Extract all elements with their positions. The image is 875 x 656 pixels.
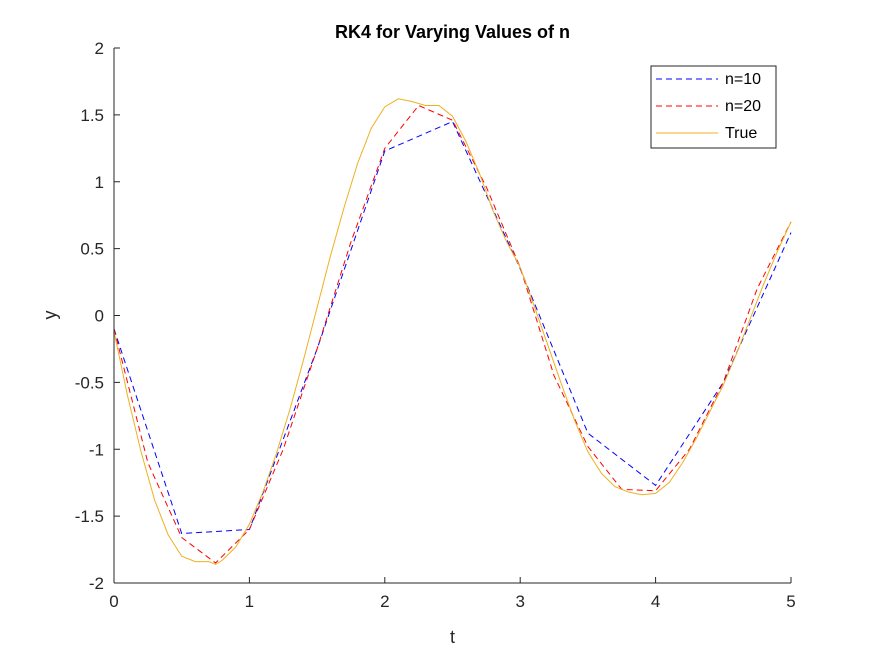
- x-axis-label: t: [450, 627, 455, 647]
- legend-box: [650, 65, 777, 149]
- chart-title: RK4 for Varying Values of n: [335, 22, 570, 42]
- x-tick-label: 2: [380, 592, 389, 611]
- x-tick-label: 4: [651, 592, 660, 611]
- x-tick-label: 1: [245, 592, 254, 611]
- legend-label-1: n=10: [725, 71, 761, 88]
- y-tick-label: -1: [89, 440, 104, 459]
- y-tick-label: 2: [95, 39, 104, 58]
- legend: n=10 n=20 True: [650, 65, 777, 149]
- series-layer: [113, 98, 792, 565]
- y-tick-label: -0.5: [75, 373, 104, 392]
- y-tick-label: -1.5: [75, 507, 104, 526]
- series-line-2: [113, 104, 792, 564]
- series-line-3: [113, 98, 792, 565]
- x-tick-label: 0: [109, 592, 118, 611]
- y-tick-label: 0.5: [80, 240, 104, 259]
- axes-layer: 0 1 2 3 4 5 2 1.5 1 0.5 0 -0.5 -1 -1.5 -2: [75, 39, 796, 611]
- series-line-1: [113, 120, 792, 535]
- y-tick-label: 0: [95, 307, 104, 326]
- legend-items: n=10 n=20 True: [656, 71, 761, 142]
- legend-label-2: n=20: [725, 98, 761, 115]
- legend-label-3: True: [725, 125, 757, 142]
- y-axis-label: y: [40, 311, 60, 320]
- x-tick-label: 3: [515, 592, 524, 611]
- y-tick-label: -2: [89, 574, 104, 593]
- y-tick-label: 1.5: [80, 106, 104, 125]
- y-tick-label: 1: [95, 173, 104, 192]
- x-tick-label: 5: [786, 592, 795, 611]
